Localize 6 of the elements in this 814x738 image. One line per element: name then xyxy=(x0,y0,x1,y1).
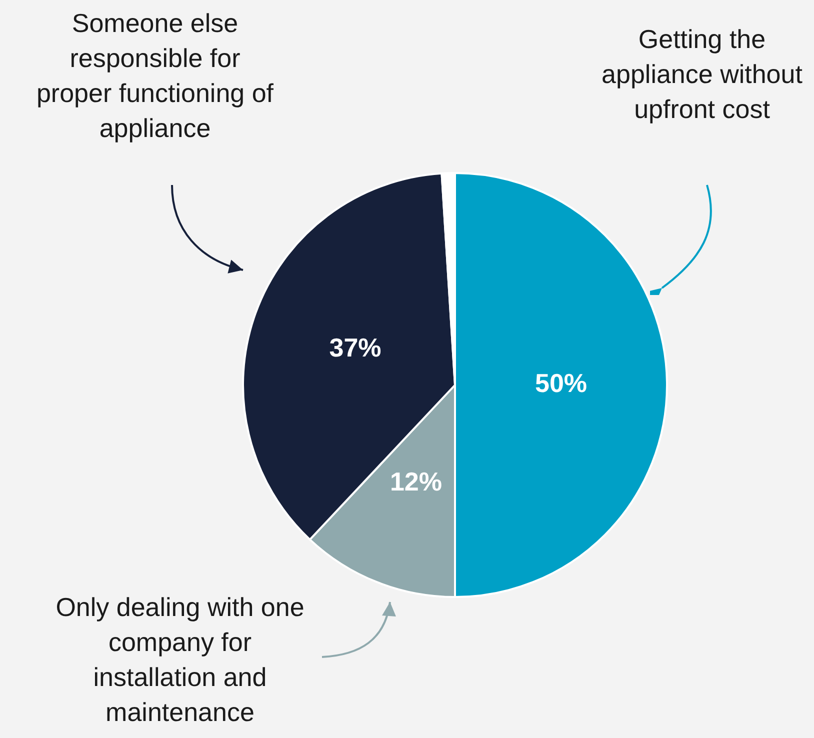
slice-label: Getting the appliance without upfront cost xyxy=(600,23,804,126)
data-label: 37% xyxy=(329,332,382,362)
slice-label: Someone else responsible for proper functioning of appliance xyxy=(35,7,275,145)
data-label: 12% xyxy=(390,466,442,497)
slice-label: Only dealing with one company for installation and maintenance xyxy=(55,591,305,729)
data-label: 50% xyxy=(534,368,588,398)
